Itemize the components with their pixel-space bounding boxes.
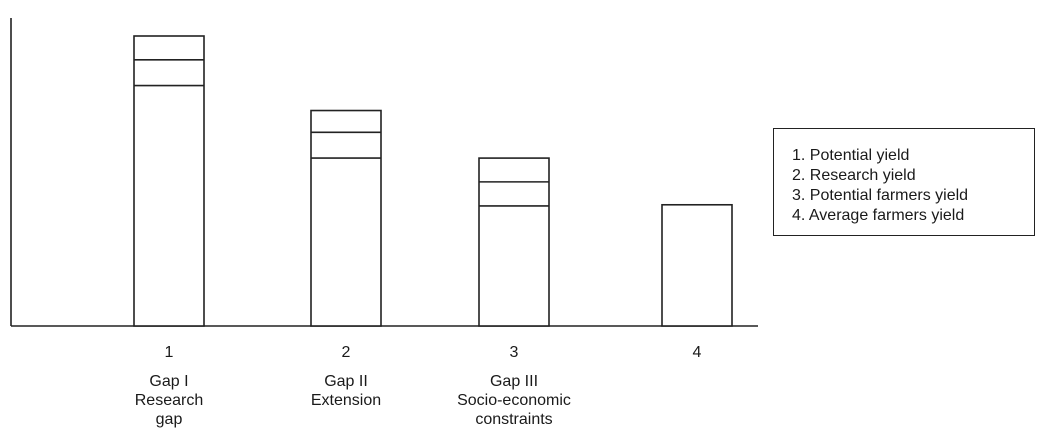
x-tick-label-3: 3 <box>510 344 519 361</box>
gap-label-2-line-1: Gap II <box>324 373 368 390</box>
gap-labels: Gap I Research gap Gap II Extension Gap III So… <box>135 373 571 428</box>
gap-label-3-line-3: constraints <box>475 411 552 428</box>
bar-3 <box>478 157 550 327</box>
legend: 1. Potential yield 2. Research yield 3. … <box>773 128 1035 236</box>
gap-label-3-line-1: Gap III <box>490 373 538 390</box>
x-tick-labels: 1 2 3 4 <box>165 344 702 361</box>
bar-4 <box>661 203 733 327</box>
gap-label-1-line-1: Gap I <box>149 373 188 390</box>
gap-label-1-line-3: gap <box>156 411 183 428</box>
legend-item-potential-yield: 1. Potential yield <box>792 147 910 164</box>
x-tick-label-2: 2 <box>342 344 351 361</box>
x-tick-label-1: 1 <box>165 344 174 361</box>
gap-label-3-line-2: Socio-economic <box>457 392 571 409</box>
x-tick-label-4: 4 <box>693 344 702 361</box>
gap-label-1-line-2: Research <box>135 392 203 409</box>
legend-item-research-yield: 2. Research yield <box>792 167 916 184</box>
bars <box>133 35 733 327</box>
bar-1 <box>133 35 205 327</box>
legend-item-potential-farmers-yield: 3. Potential farmers yield <box>792 187 969 204</box>
axes <box>10 18 758 327</box>
legend-item-average-farmers-yield: 4. Average farmers yield <box>792 207 965 224</box>
gap-label-2-line-2: Extension <box>311 392 381 409</box>
bar-2 <box>310 109 382 327</box>
